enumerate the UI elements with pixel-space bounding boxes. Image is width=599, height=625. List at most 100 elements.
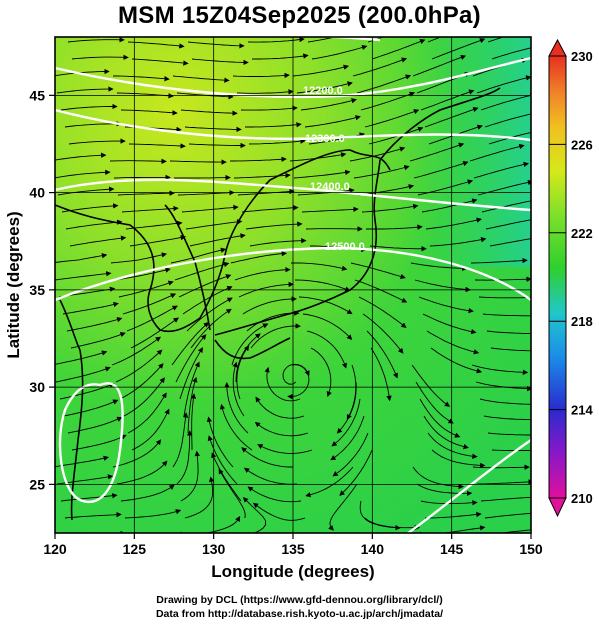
streamline: [364, 109, 420, 128]
streamline: [236, 345, 250, 400]
colorbar-label: 210: [571, 491, 593, 506]
streamline: [187, 41, 245, 49]
streamline: [232, 72, 290, 79]
colorbar-label: 226: [571, 137, 593, 152]
streamline: [183, 361, 200, 417]
streamline: [60, 493, 118, 502]
streamline: [110, 252, 168, 264]
streamline: [64, 121, 122, 128]
streamline: [487, 37, 505, 43]
streamline: [491, 449, 531, 452]
streamline: [369, 245, 427, 252]
streamline: [218, 468, 246, 519]
streamline: [231, 323, 269, 366]
streamline: [235, 333, 261, 383]
colorbar-label: 218: [571, 314, 593, 329]
streamline: [113, 174, 171, 181]
streamline: [412, 466, 464, 490]
streamline: [360, 91, 416, 111]
streamline: [252, 502, 306, 521]
streamline: [174, 261, 230, 281]
streamline: [499, 529, 531, 533]
y-tick-label: 40: [29, 185, 45, 201]
streamline: [328, 483, 358, 531]
streamline: [358, 296, 407, 328]
streamline: [491, 47, 531, 60]
streamline: [298, 296, 353, 315]
streamline: [349, 146, 406, 162]
streamline: [431, 38, 486, 60]
streamline: [127, 41, 185, 49]
streamline: [64, 511, 122, 519]
streamline: [71, 434, 127, 451]
streamline: [306, 330, 347, 369]
streamline: [203, 515, 241, 533]
streamline: [111, 336, 162, 366]
streamline: [368, 126, 424, 145]
streamline: [69, 235, 127, 247]
streamline: [120, 484, 175, 502]
streamline: [480, 92, 531, 111]
streamline: [249, 238, 307, 247]
streamline: [184, 126, 242, 133]
streamline: [245, 221, 303, 230]
streamline: [232, 361, 245, 417]
streamline: [188, 142, 246, 149]
streamline: [171, 321, 209, 366]
streamline: [55, 253, 108, 263]
streamline: [206, 416, 234, 468]
streamline: [67, 37, 125, 43]
streamline: [476, 75, 531, 94]
x-axis: 120 125 130 135 140 145 150: [43, 533, 543, 557]
streamline: [172, 75, 230, 83]
streamline: [489, 238, 531, 247]
streamline: [361, 203, 419, 213]
streamline: [176, 430, 193, 485]
streamline: [65, 219, 123, 230]
streamline: [370, 347, 392, 402]
streamline: [117, 190, 175, 196]
x-tick-label: 150: [519, 541, 543, 557]
streamline: [414, 279, 471, 293]
streamline: [254, 421, 309, 437]
streamline: [371, 38, 426, 60]
streamline: [238, 281, 294, 298]
y-axis-label: Latitude (degrees): [4, 211, 23, 358]
streamline: [68, 138, 126, 145]
streamline: [429, 237, 487, 247]
geopotential-contours: [55, 37, 531, 533]
streamline: [180, 531, 186, 533]
streamline: [116, 460, 168, 485]
y-axis: 25 30 35 40 45: [29, 87, 55, 492]
streamline: [309, 535, 364, 543]
streamline: [66, 317, 123, 332]
streamline: [415, 381, 454, 424]
streamline: [486, 330, 531, 335]
streamline: [484, 512, 531, 519]
streamline: [427, 432, 478, 459]
streamline: [248, 138, 306, 145]
streamline: [178, 274, 232, 298]
streamline: [242, 496, 267, 533]
streamline: [471, 364, 529, 375]
streamline: [307, 37, 337, 43]
streamline: [474, 276, 531, 282]
x-tick-label: 130: [202, 541, 226, 557]
streamline: [56, 86, 114, 94]
contour-label: 12400.0: [310, 181, 350, 193]
streamline: [364, 517, 420, 531]
streamline: [336, 381, 357, 434]
x-axis-label: Longitude (degrees): [211, 562, 374, 581]
streamline: [113, 75, 170, 82]
streamline: [191, 58, 249, 66]
streamline: [181, 204, 239, 213]
streamline: [332, 432, 369, 477]
streamline: [469, 143, 525, 162]
streamline: [55, 271, 112, 281]
streamline: [420, 531, 426, 533]
streamline: [293, 169, 351, 179]
streamline: [125, 220, 183, 230]
streamline: [236, 89, 294, 95]
streamline: [240, 105, 298, 111]
streamline: [473, 161, 529, 179]
